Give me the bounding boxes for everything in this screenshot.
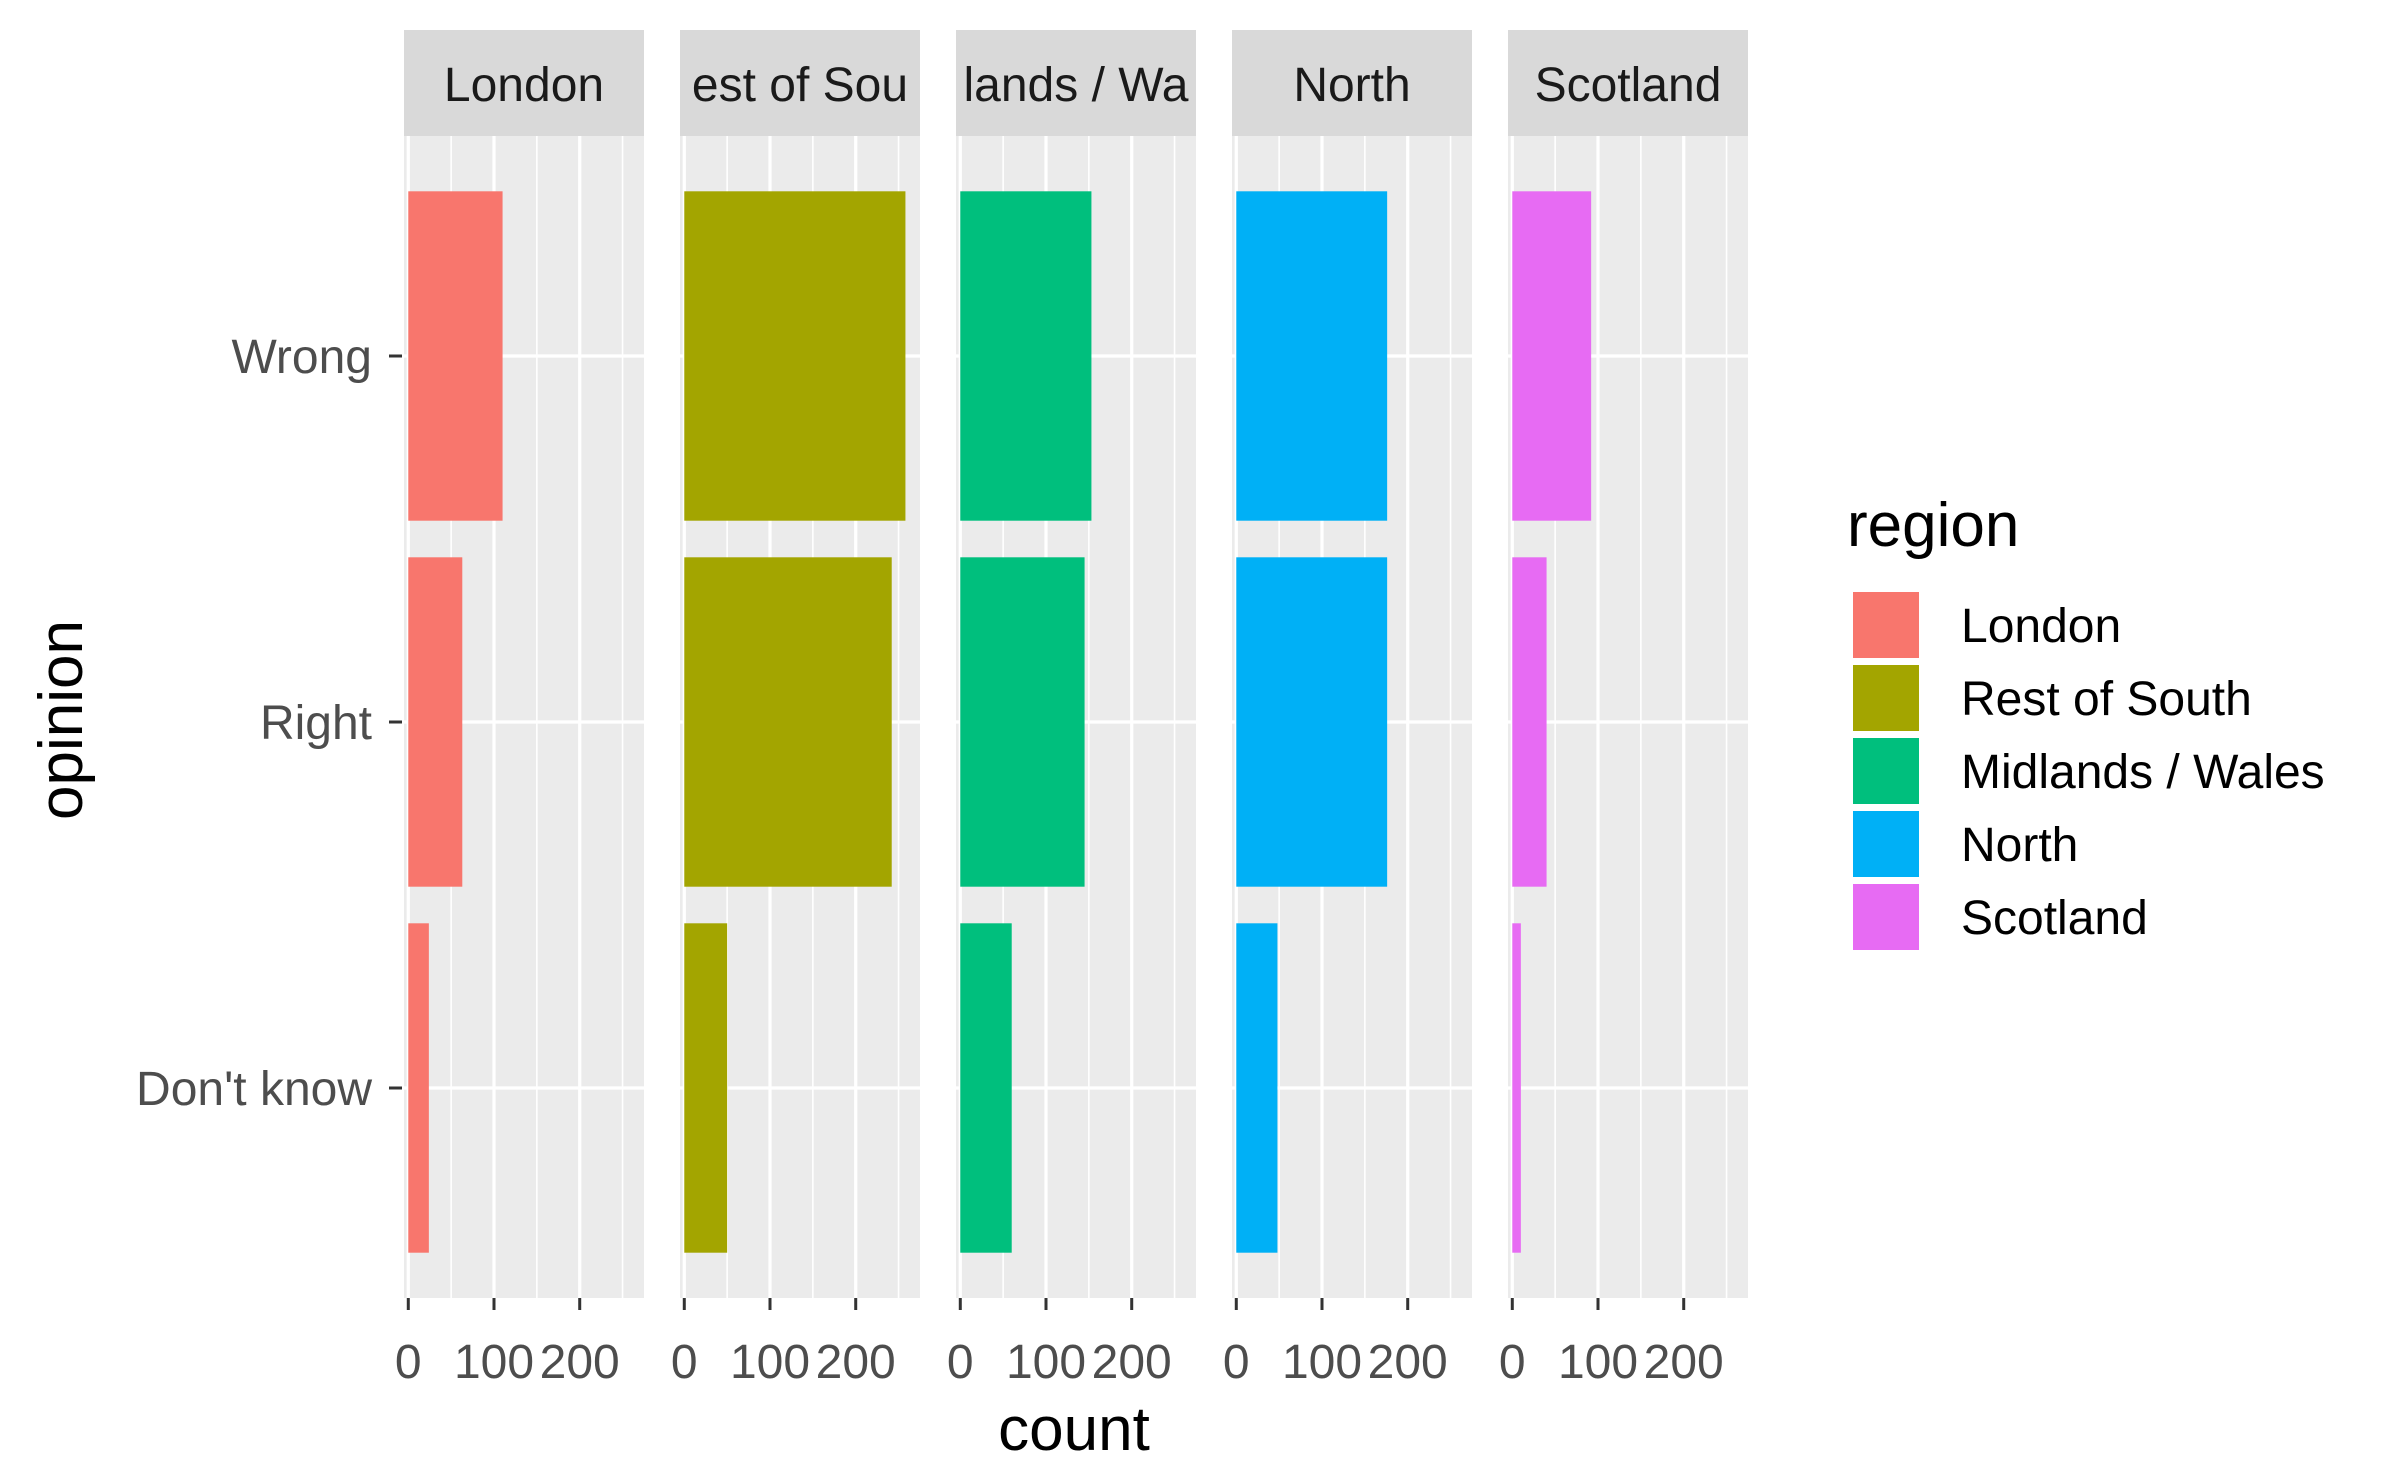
legend-label: London bbox=[1961, 600, 2121, 653]
facet-strip-label: Scotland bbox=[1535, 59, 1722, 112]
facet-strip bbox=[1232, 30, 1472, 136]
bar-right bbox=[684, 557, 892, 887]
facet-strip bbox=[1508, 30, 1748, 136]
facet-strip bbox=[680, 30, 920, 136]
facet-panel-1: est of Sou 0 100 200 bbox=[671, 30, 920, 1389]
bar-wrong bbox=[684, 191, 906, 521]
x-tick-label: 100 bbox=[1006, 1336, 1086, 1389]
facet-strip bbox=[956, 30, 1196, 136]
facet-strip bbox=[404, 30, 644, 136]
x-tick-label: 0 bbox=[395, 1336, 422, 1389]
x-axis-title: count bbox=[998, 1395, 1150, 1464]
x-tick-label: 200 bbox=[1368, 1336, 1448, 1389]
x-tick-label: 200 bbox=[1644, 1336, 1724, 1389]
legend-title: region bbox=[1847, 491, 2019, 560]
bar-right bbox=[960, 557, 1085, 887]
facet-strip-label: est of Sou bbox=[692, 59, 908, 112]
x-tick-label: 0 bbox=[1223, 1336, 1250, 1389]
facet-strip-label: North bbox=[1293, 59, 1410, 112]
bar-don-t-know bbox=[1236, 923, 1278, 1253]
x-tick-label: 100 bbox=[730, 1336, 810, 1389]
bar-don-t-know bbox=[1512, 923, 1521, 1253]
facet-panel-2: lands / Wa 0 100 200 bbox=[947, 30, 1196, 1389]
facet-panel-0: London 0 100 200 bbox=[395, 30, 644, 1389]
bar-right bbox=[1512, 557, 1547, 887]
y-tick-label: Wrong bbox=[231, 331, 372, 384]
x-tick-label: 200 bbox=[1092, 1336, 1172, 1389]
legend: region London Rest of South Midlands / Wal… bbox=[1847, 491, 2325, 950]
bar-wrong bbox=[960, 191, 1092, 521]
x-tick-label: 100 bbox=[454, 1336, 534, 1389]
y-tick-label: Right bbox=[260, 697, 372, 750]
legend-label: North bbox=[1961, 819, 2078, 872]
legend-label: Scotland bbox=[1961, 892, 2148, 945]
x-tick-label: 100 bbox=[1558, 1336, 1638, 1389]
y-axis-title: opinion bbox=[27, 620, 96, 820]
bar-don-t-know bbox=[684, 923, 728, 1253]
x-tick-label: 0 bbox=[1499, 1336, 1526, 1389]
legend-key bbox=[1853, 738, 1919, 804]
facet-strip-label: London bbox=[444, 59, 604, 112]
bar-wrong bbox=[1512, 191, 1592, 521]
bar-don-t-know bbox=[408, 923, 429, 1253]
y-axis: Wrong Right Don't know bbox=[136, 331, 402, 1116]
x-tick-label: 0 bbox=[947, 1336, 974, 1389]
x-tick-label: 200 bbox=[816, 1336, 896, 1389]
legend-key bbox=[1853, 811, 1919, 877]
legend-key bbox=[1853, 665, 1919, 731]
facet-panel-4: Scotland 0 100 200 bbox=[1499, 30, 1748, 1389]
bar-don-t-know bbox=[960, 923, 1012, 1253]
y-tick-label: Don't know bbox=[136, 1063, 372, 1116]
bar-right bbox=[408, 557, 463, 887]
legend-label: Midlands / Wales bbox=[1961, 746, 2325, 799]
x-tick-label: 100 bbox=[1282, 1336, 1362, 1389]
legend-key bbox=[1853, 884, 1919, 950]
x-tick-label: 200 bbox=[540, 1336, 620, 1389]
bar-wrong bbox=[408, 191, 503, 521]
x-tick-label: 0 bbox=[671, 1336, 698, 1389]
legend-label: Rest of South bbox=[1961, 673, 2252, 726]
facet-strip-label: lands / Wa bbox=[964, 59, 1189, 112]
legend-key bbox=[1853, 592, 1919, 658]
facet-panel-3: North 0 100 200 bbox=[1223, 30, 1472, 1389]
bar-wrong bbox=[1236, 191, 1388, 521]
bar-right bbox=[1236, 557, 1388, 887]
